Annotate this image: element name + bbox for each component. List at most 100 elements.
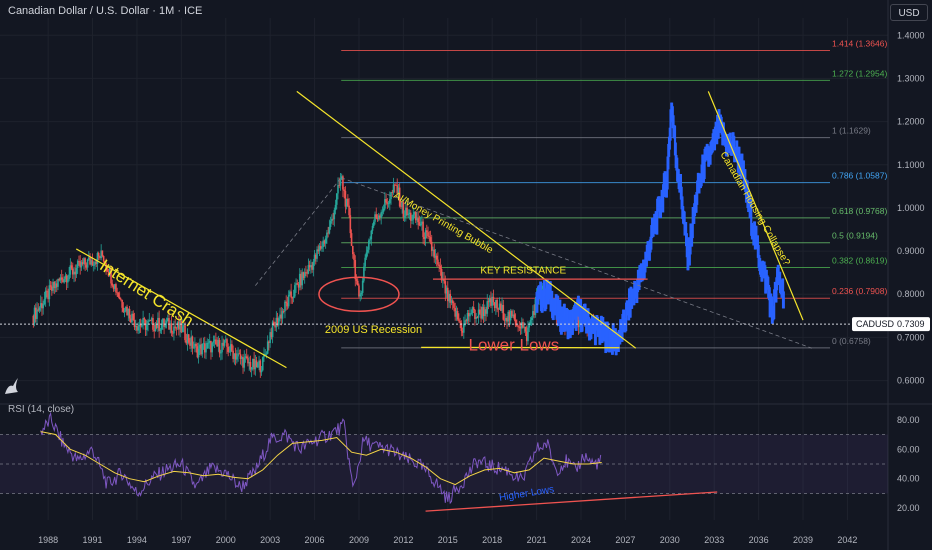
candle-body: [500, 303, 502, 311]
candle-body: [265, 353, 268, 355]
candle-body: [434, 255, 437, 258]
currency-button[interactable]: USD: [890, 4, 928, 21]
candle-body: [210, 340, 212, 353]
candle-body: [381, 211, 384, 213]
candle-body: [112, 285, 115, 289]
candle-body: [239, 354, 242, 359]
candle-body: [490, 298, 492, 306]
candle-body: [335, 193, 338, 205]
x-tick-label: 2027: [615, 535, 635, 545]
candle-body: [439, 266, 442, 269]
candle-body: [374, 214, 376, 222]
candle-body: [58, 278, 61, 281]
candle-body: [343, 189, 345, 191]
candle-body: [252, 359, 254, 368]
candle-body: [483, 309, 486, 317]
candle-body: [507, 311, 510, 322]
candle-body: [74, 271, 77, 275]
candle-body: [254, 360, 257, 370]
candle-body: [171, 332, 174, 334]
candle-body: [368, 240, 370, 250]
candle-body: [194, 343, 196, 348]
candle-body: [397, 187, 400, 194]
candle-body: [445, 287, 448, 294]
candle-body: [480, 313, 482, 319]
candle-body: [519, 326, 522, 329]
candle-body: [524, 326, 527, 332]
candle-body: [453, 303, 455, 308]
candle-body: [143, 317, 146, 320]
candle-body: [406, 207, 408, 216]
candle-body: [405, 207, 407, 216]
candle-body: [91, 260, 94, 266]
candle-body: [48, 285, 51, 300]
candle-body: [353, 254, 355, 261]
y-tick-label: 1.4000: [897, 30, 925, 40]
candle-body: [443, 278, 445, 282]
candle-body: [263, 354, 265, 358]
candle-body: [202, 343, 205, 345]
candle-body: [311, 265, 313, 270]
candle-body: [129, 318, 132, 323]
candle-body: [192, 347, 195, 349]
candle-body: [96, 252, 99, 264]
candle-body: [482, 307, 485, 317]
candle-body: [477, 309, 480, 318]
candle-body: [64, 275, 67, 279]
candle-body: [94, 261, 96, 266]
candle-body: [37, 309, 40, 311]
candle-body: [502, 304, 505, 320]
candle-body: [413, 212, 416, 215]
candle-body: [73, 271, 75, 275]
candle-body: [71, 268, 74, 275]
candle-body: [42, 304, 44, 309]
candle-body: [350, 233, 353, 246]
candle-body: [253, 359, 255, 370]
chart-annotation: 2009 US Recession: [325, 324, 422, 336]
candle-body: [59, 277, 62, 281]
candle-body: [280, 314, 283, 319]
candle-body: [80, 262, 83, 268]
candle-body: [150, 317, 153, 321]
candle-body: [435, 255, 438, 260]
candle-body: [449, 293, 452, 303]
candle-body: [393, 184, 396, 186]
candle-body: [424, 230, 427, 239]
candle-body: [359, 294, 362, 297]
higher-lows-line: [425, 491, 718, 512]
candle-body: [189, 342, 191, 346]
candle-body: [409, 212, 412, 221]
candle-body: [466, 312, 469, 322]
candle-body: [257, 363, 259, 368]
candle-body: [218, 339, 221, 354]
candle-body: [377, 215, 380, 220]
candle-body: [205, 348, 207, 353]
candle-body: [238, 353, 241, 355]
candle-body: [211, 342, 213, 353]
candle-body: [496, 299, 498, 309]
candle-body: [175, 327, 178, 329]
candle-body: [395, 185, 397, 186]
candle-body: [86, 259, 89, 268]
candle-body: [274, 324, 276, 328]
candle-body: [200, 344, 202, 355]
candle-body: [323, 240, 326, 244]
candle-body: [329, 221, 332, 227]
candle-body: [137, 326, 139, 331]
candle-body: [379, 215, 381, 218]
candle-body: [476, 316, 479, 318]
candle-body: [60, 277, 63, 280]
candle-body: [67, 279, 69, 283]
x-tick-label: 1997: [171, 535, 191, 545]
candle-body: [416, 218, 418, 221]
candle-body: [113, 284, 116, 289]
candle-body: [120, 299, 122, 300]
candle-body: [386, 202, 389, 204]
candle-body: [501, 304, 503, 311]
candle-body: [444, 281, 447, 294]
candle-body: [333, 210, 336, 220]
candle-body: [529, 320, 532, 326]
candle-body: [430, 241, 433, 251]
candle-body: [101, 250, 104, 256]
candle-body: [518, 326, 521, 328]
